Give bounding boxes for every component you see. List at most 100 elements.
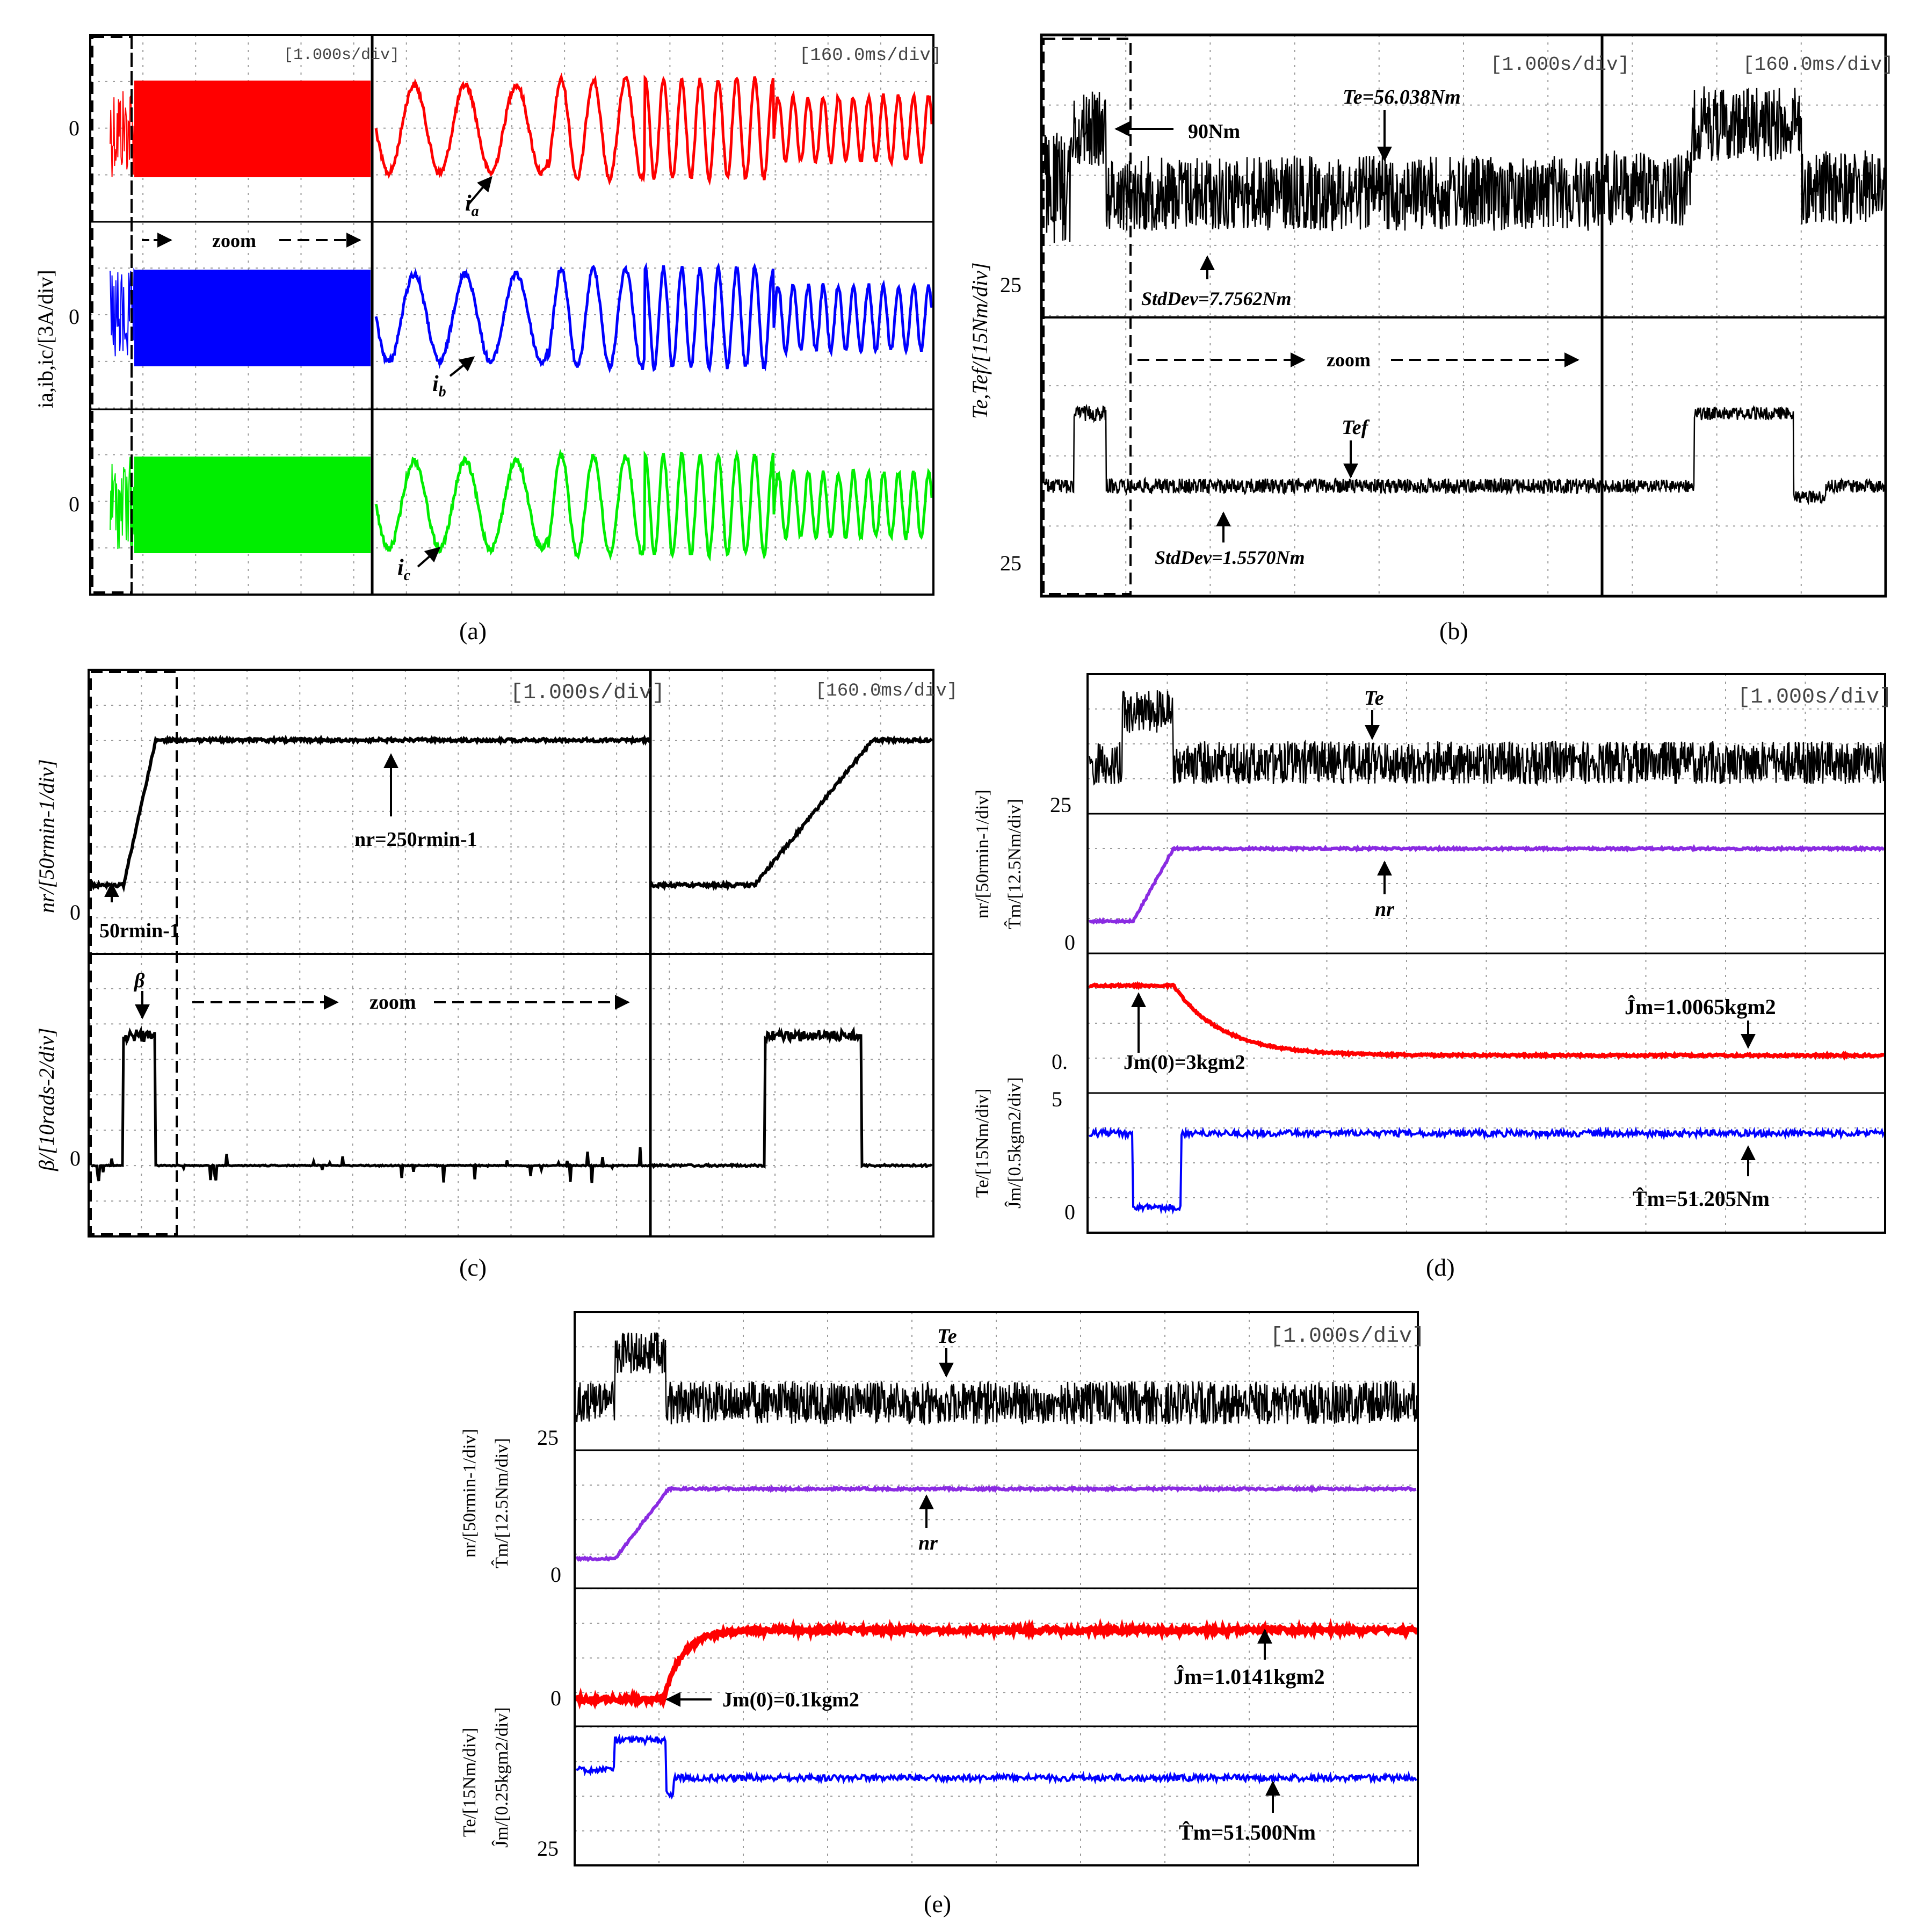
panel-a-traces (110, 73, 933, 562)
panel-d-scale: [1.000s/div] (1737, 685, 1892, 710)
panel-d-annot-tm: T̂m=51.205Nm (1633, 1186, 1770, 1211)
te-trace-left (1044, 91, 1603, 243)
beta-trace-left (90, 1025, 650, 1183)
panel-c-scale-right: [160.0ms/div] (815, 681, 958, 701)
nr-trace-right (649, 735, 933, 892)
tm-trace (575, 1733, 1417, 1800)
jm-trace (1088, 981, 1885, 1061)
panel-c-tick-bottom: 0 (70, 1146, 81, 1170)
panel-c-zoom-label: zoom (369, 991, 416, 1014)
panel-c-ylabel-bottom: β/[10rads-2/div] (34, 1027, 59, 1171)
panel-d-annot-te: Te (1364, 687, 1384, 710)
ib-steady-band (134, 270, 371, 366)
ic-zoom-trace (374, 448, 933, 562)
panel-label-e: (e) (924, 1890, 951, 1917)
panel-e-annot-jm0: Jm(0)=0.1kgm2 (722, 1689, 859, 1711)
panel-d-tick-0c: 0 (1064, 1200, 1075, 1224)
panel-e-traces (574, 1332, 1419, 1800)
ic-steady-band (134, 457, 371, 553)
panel-e-annot-nr: nr (918, 1532, 938, 1554)
panel-c: [1.000s/div] [160.0ms/div] 0 0 nr/[50rmi… (34, 669, 958, 1281)
panel-e-annot-jm: Ĵm=1.0141kgm2 (1173, 1665, 1325, 1689)
panel-b-annot-90nm: 90Nm (1188, 120, 1240, 143)
panel-d-tick-5: 5 (1052, 1087, 1062, 1111)
panel-b-traces (1044, 86, 1885, 505)
panel-e-ylabel-3: Te/[15Nm/div] (460, 1728, 480, 1837)
nr-trace-left (90, 734, 651, 893)
tm-trace (1088, 1126, 1885, 1215)
panel-e-scale: [1.000s/div] (1270, 1325, 1425, 1349)
panel-e-annot-te: Te (937, 1325, 957, 1348)
panel-b-tick-bottom: 25 (1000, 551, 1021, 575)
panel-label-c: (c) (459, 1254, 487, 1281)
panel-e-tick-0b: 0 (550, 1686, 561, 1710)
te-trace (575, 1332, 1418, 1426)
panel-d-ylabel-2: T̂m/[12.5Nm/div] (1004, 799, 1025, 929)
panel-b-zoom-label: zoom (1327, 349, 1371, 371)
panel-d-tick-25: 25 (1050, 793, 1071, 817)
nr-trace (1088, 844, 1885, 925)
panel-c-scale-left: [1.000s/div] (510, 681, 665, 705)
panel-a-zero-a: 0 (69, 116, 79, 140)
panel-c-tick-top: 0 (70, 900, 81, 924)
nr-trace (576, 1485, 1417, 1562)
ia-steady-band (134, 81, 371, 177)
panel-d-annot-jm0: Jm(0)=3kgm2 (1124, 1051, 1245, 1074)
panel-e-tick-25b: 25 (537, 1836, 559, 1861)
panel-label-b: (b) (1439, 617, 1468, 645)
panel-a-zero-b: 0 (69, 305, 79, 329)
panel-a-zoom-label: zoom (212, 230, 256, 251)
beta-trace-right (649, 1026, 933, 1169)
panel-d-ylabel-3: Te/[15Nm/div] (973, 1089, 992, 1198)
panel-e-tick-0a: 0 (550, 1562, 561, 1587)
panel-b-annot-stddev-bottom: StdDev=1.5570Nm (1155, 547, 1305, 568)
panel-c-zoom-box (90, 671, 178, 1235)
panel-b: [1.000s/div] [160.0ms/div] 25 25 Te,Tef/… (968, 33, 1894, 645)
panel-e-ylabel-4: Ĵm/[0.25kgm2/div] (491, 1707, 512, 1848)
panel-c-traces (90, 734, 933, 1183)
panel-e: [1.000s/div] 25 0 0 25 nr/[50rmin-1/div]… (460, 1311, 1425, 1917)
jm-trace (574, 1618, 1419, 1710)
panel-c-annot-nr: nr=250rmin-1 (354, 828, 477, 851)
panel-c-annot-beta: β (133, 969, 145, 992)
panel-a: [1.000s/div] [160.0ms/div] zoom 0 0 0 ia… (33, 34, 941, 645)
panel-d-tick-0a: 0 (1064, 930, 1075, 954)
ia-zoom-trace (374, 73, 933, 186)
panel-b-annot-te: Te=56.038Nm (1343, 86, 1461, 108)
panel-b-scale-left: [1.000s/div] (1490, 54, 1629, 76)
panel-c-ylabel-top: nr/[50rmin-1/div] (34, 759, 59, 913)
panel-b-grid (1041, 35, 1886, 596)
panel-b-tick-top: 25 (1000, 273, 1021, 297)
panel-a-ylabel: ia,ib,ic/[3A/div] (33, 270, 57, 408)
panel-d-ylabel-1: nr/[50rmin-1/div] (973, 790, 992, 918)
panel-c-annot-50rmin: 50rmin-1 (99, 920, 180, 942)
panel-e-annot-tm: T̂m=51.500Nm (1179, 1820, 1316, 1844)
panel-e-ylabel-1: nr/[50rmin-1/div] (460, 1429, 480, 1558)
panel-a-scale-left: [1.000s/div] (284, 46, 400, 64)
panel-label-a: (a) (459, 617, 487, 645)
panel-e-ylabel-2: T̂m/[12.5Nm/div] (491, 1438, 512, 1568)
label-ic: ic (397, 555, 411, 584)
te-trace-right (1601, 86, 1885, 226)
panel-b-annot-tef: Tef (1342, 416, 1370, 439)
panel-e-tick-25a: 25 (537, 1426, 559, 1450)
te-trace (1089, 690, 1885, 786)
panel-b-frame (1040, 33, 1887, 598)
panel-d-annot-nr: nr (1375, 898, 1395, 921)
panel-label-d: (d) (1426, 1254, 1455, 1281)
ib-zoom-trace (374, 262, 933, 374)
panel-a-zero-c: 0 (69, 492, 79, 516)
panel-d-traces (1088, 690, 1885, 1215)
panel-d-ylabel-4: Ĵm/[0.5kgm2/div] (1004, 1077, 1025, 1209)
panel-d-annot-jm: Ĵm=1.0065kgm2 (1625, 995, 1776, 1019)
panel-d-tick-0b: 0. (1052, 1050, 1068, 1074)
tef-trace-left (1044, 403, 1603, 496)
panel-b-zoom-box (1042, 38, 1132, 595)
panel-b-scale-right: [160.0ms/div] (1743, 54, 1894, 76)
label-ib: ib (432, 372, 446, 400)
panel-d: [1.000s/div] 25 0 0. 5 0 nr/[50rmin-1/di… (973, 673, 1892, 1281)
tef-trace-right (1601, 404, 1885, 505)
panel-a-frame (89, 34, 934, 596)
panel-b-annot-stddev-top: StdDev=7.7562Nm (1141, 288, 1292, 309)
